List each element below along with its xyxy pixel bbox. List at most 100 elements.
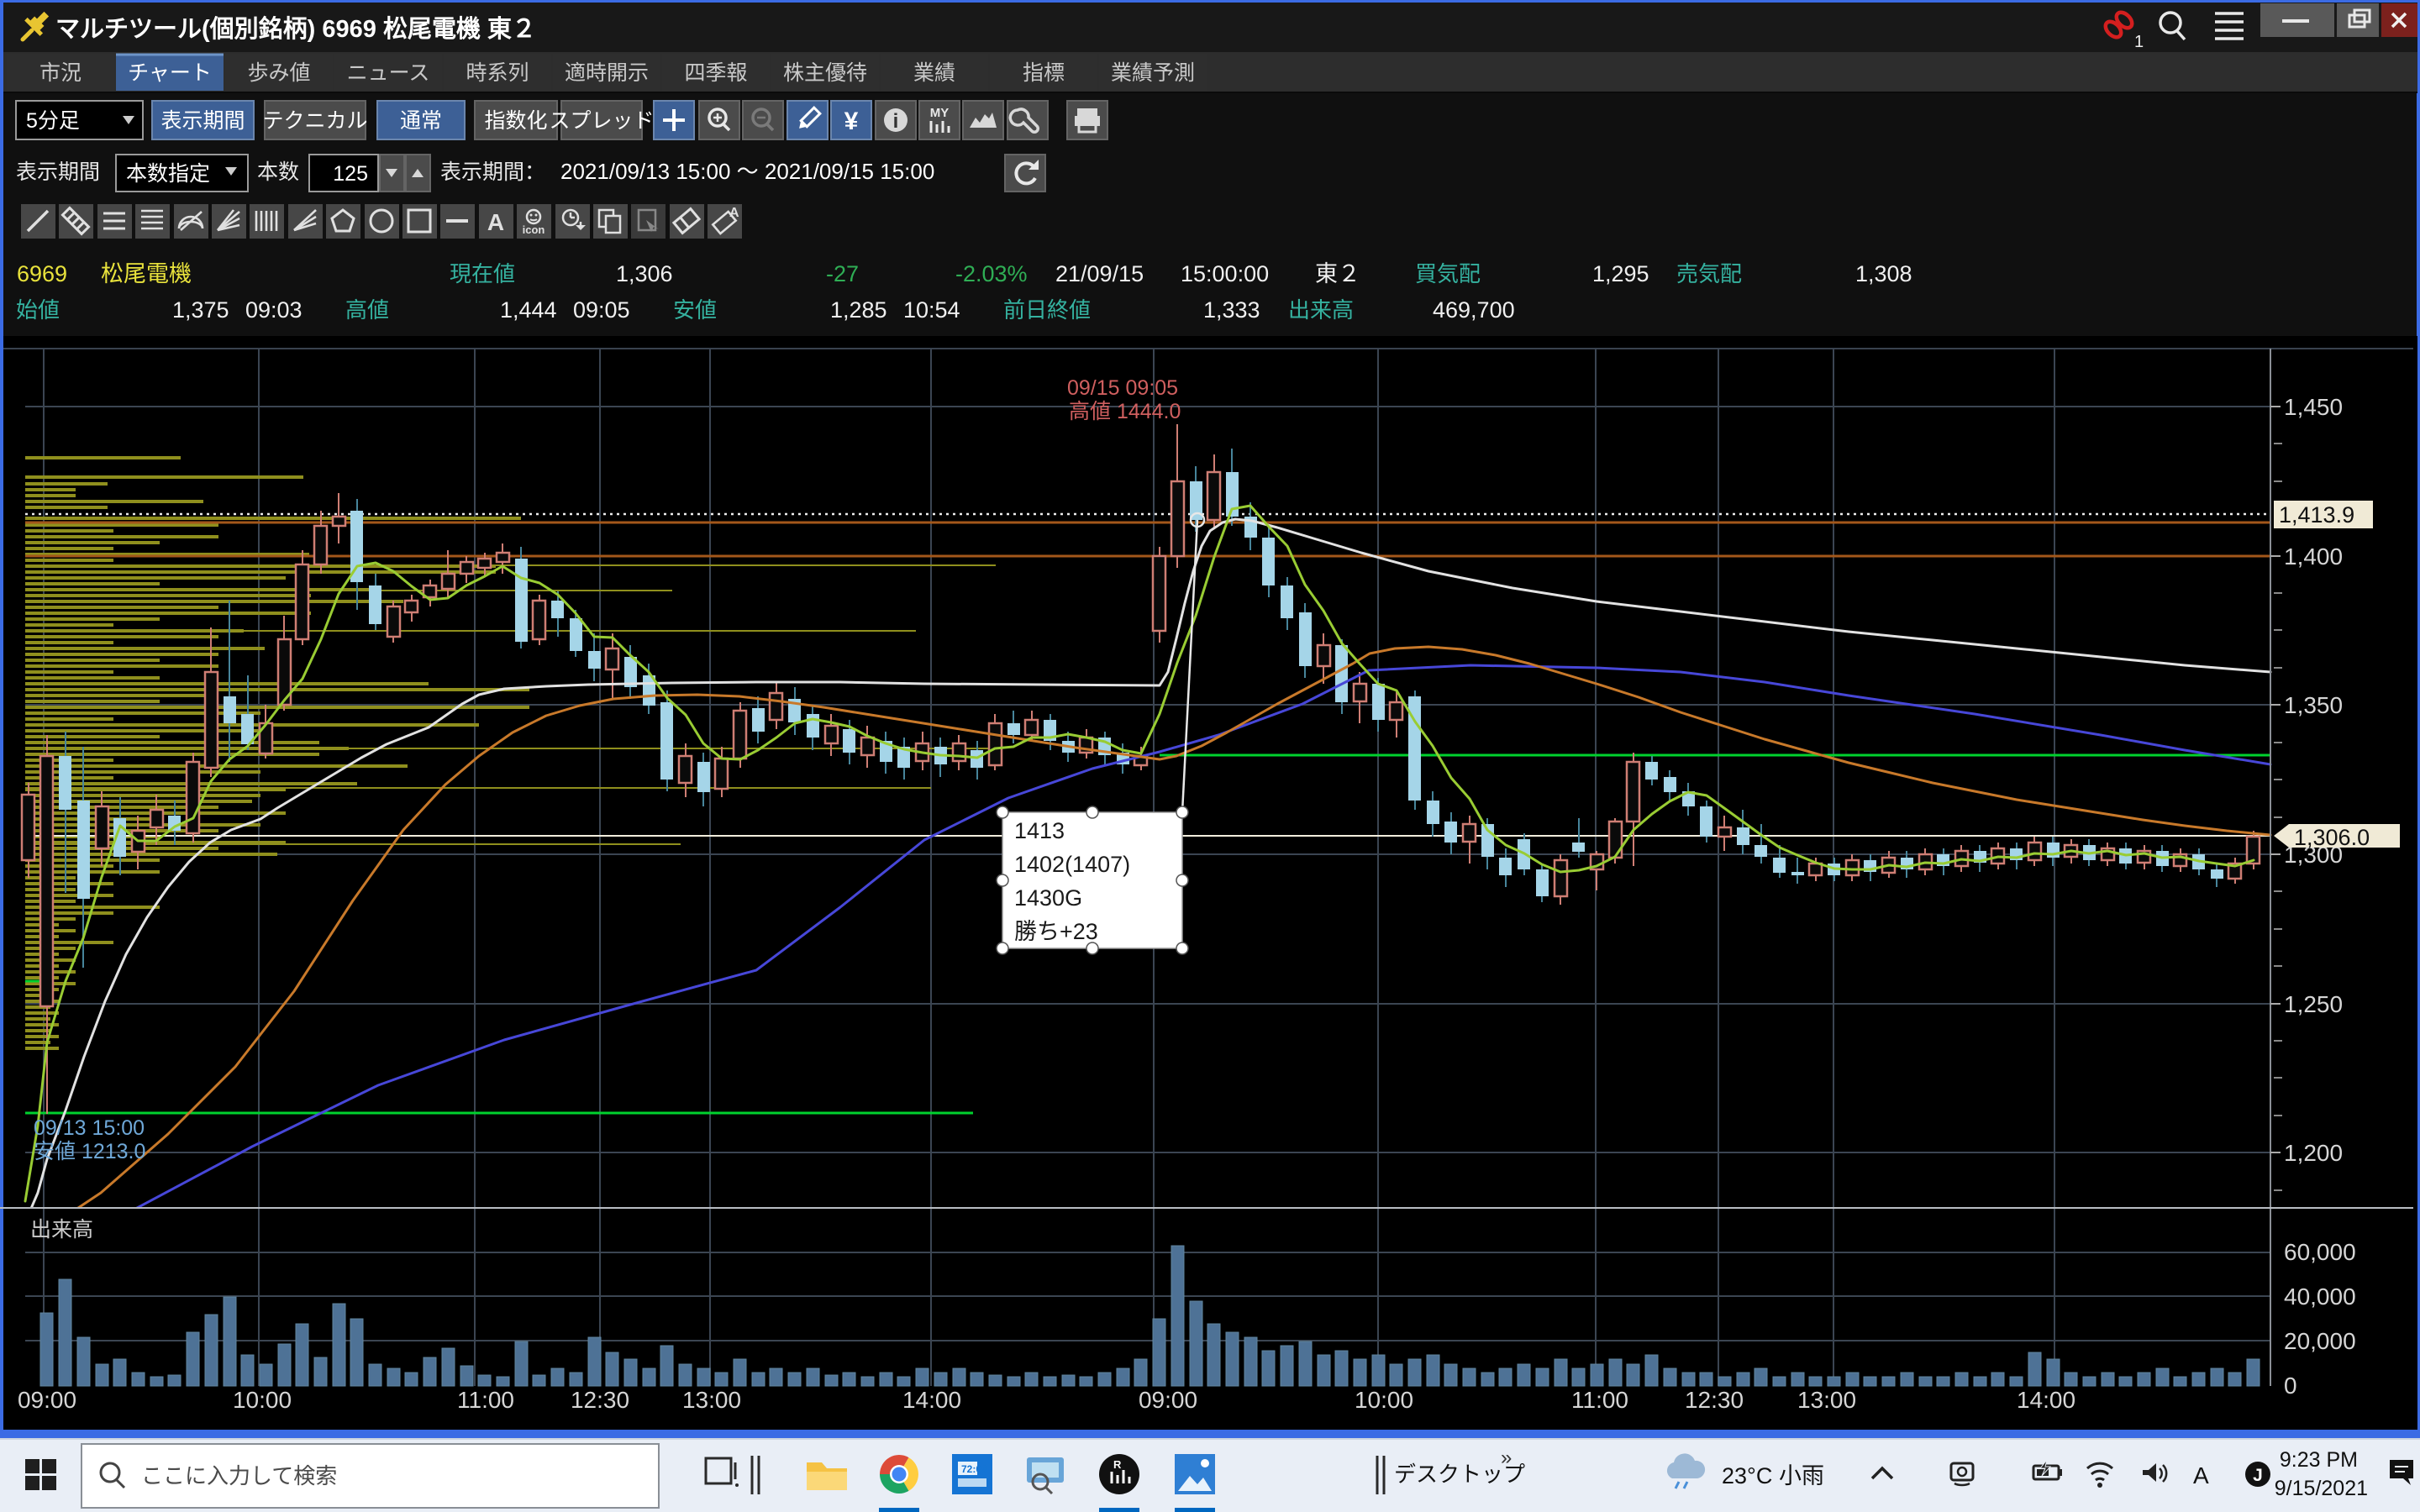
svg-text:125: 125 [333,162,368,186]
svg-text:20,000: 20,000 [2284,1328,2356,1354]
svg-text:1,413.9: 1,413.9 [2279,502,2354,528]
svg-text:1,306: 1,306 [616,261,673,286]
svg-text:安値 1213.0: 安値 1213.0 [34,1140,145,1163]
svg-text:売気配: 売気配 [1676,261,1742,286]
svg-text:高値 1444.0: 高値 1444.0 [1069,400,1181,423]
svg-text:1: 1 [2134,33,2144,51]
svg-text:10:00: 10:00 [233,1387,292,1413]
svg-text:四季報: 四季報 [684,61,747,85]
svg-text:13:00: 13:00 [682,1387,741,1413]
svg-text:2021/09/13 15:00 ～ 2021/09/15: 2021/09/13 15:00 ～ 2021/09/15 15:00 [560,159,934,184]
svg-text:i: i [893,110,899,133]
svg-text:A: A [729,206,739,220]
svg-text:出来高: 出来高 [30,1218,93,1242]
svg-text:10:00: 10:00 [1355,1387,1413,1413]
svg-text:469,700: 469,700 [1433,297,1515,323]
svg-text:市況: 市況 [39,61,82,85]
svg-text:9:23 PM: 9:23 PM [2280,1448,2358,1472]
svg-text:デスクトップ: デスクトップ [1394,1462,1525,1487]
svg-text:ここに入力して検索: ここに入力して検索 [141,1463,337,1488]
svg-text:A: A [2193,1462,2209,1488]
svg-text:MY: MY [930,106,950,120]
svg-text:1402(1407): 1402(1407) [1014,852,1130,877]
svg-text:時系列: 時系列 [466,61,529,85]
svg-text:14:00: 14:00 [902,1387,961,1413]
svg-text:J: J [2253,1466,2263,1485]
svg-text:09:00: 09:00 [1139,1387,1197,1413]
svg-text:前日終値: 前日終値 [1003,297,1091,323]
svg-text:60,000: 60,000 [2284,1239,2356,1265]
svg-text:¥: ¥ [844,108,859,135]
svg-text:5分足: 5分足 [26,109,80,133]
svg-text:スプレッド: スプレッド [549,109,654,133]
svg-text:テクニカル: テクニカル [262,109,367,133]
svg-text:表示期間: 表示期間 [16,160,100,184]
svg-text:1,450: 1,450 [2284,394,2343,420]
svg-text:業績予測: 業績予測 [1111,61,1195,85]
svg-text:歩み値: 歩み値 [247,61,310,85]
svg-text:11:00: 11:00 [1571,1387,1628,1413]
svg-text:9/15/2021: 9/15/2021 [2275,1477,2368,1500]
svg-text:»: » [1501,1446,1512,1469]
svg-text:チャート: チャート [128,61,212,85]
svg-text:1,295: 1,295 [1592,261,1649,286]
svg-text:09/13 15:00: 09/13 15:00 [34,1116,145,1140]
svg-text:高値: 高値 [345,297,389,323]
svg-text:1430G: 1430G [1014,885,1082,911]
svg-text:安値: 安値 [673,297,717,323]
svg-text:1,400: 1,400 [2284,543,2343,570]
svg-text:本数: 本数 [257,160,299,184]
svg-text:09/15 09:05: 09/15 09:05 [1067,376,1178,400]
svg-text:1,350: 1,350 [2284,692,2343,718]
svg-text:-27: -27 [826,261,859,286]
svg-text:1,200: 1,200 [2284,1140,2343,1166]
svg-text:マルチツール(個別銘柄) 6969 松尾電機 東２: マルチツール(個別銘柄) 6969 松尾電機 東２ [55,14,536,43]
svg-text:小雨: 小雨 [1779,1463,1824,1488]
svg-text:R: R [1113,1458,1122,1471]
svg-text:12:30: 12:30 [1685,1387,1744,1413]
svg-text:指標: 指標 [1023,61,1065,85]
svg-text:適時開示: 適時開示 [565,61,649,85]
svg-text:72:09: 72:09 [961,1463,987,1475]
svg-text:-2.03%: -2.03% [955,261,1028,286]
svg-text:11:00: 11:00 [457,1387,514,1413]
svg-text:A: A [487,209,504,235]
svg-text:23°C: 23°C [1722,1463,1772,1488]
svg-text:09:05: 09:05 [573,297,630,323]
svg-text:1,444: 1,444 [500,297,557,323]
svg-text:icon: icon [523,223,545,236]
svg-text:1,333: 1,333 [1203,297,1260,323]
svg-text:松尾電機: 松尾電機 [101,261,192,286]
svg-text:12:30: 12:30 [571,1387,629,1413]
svg-text:株主優待: 株主優待 [783,61,867,85]
svg-text:13:00: 13:00 [1797,1387,1856,1413]
svg-text:14:00: 14:00 [2017,1387,2075,1413]
svg-text:09:03: 09:03 [245,297,302,323]
svg-text:通常: 通常 [400,109,442,133]
svg-text:本数指定: 本数指定 [126,162,210,186]
svg-text:指数化: 指数化 [484,109,547,133]
svg-text:1,306.0: 1,306.0 [2294,825,2370,850]
svg-text:ニュース: ニュース [347,61,430,85]
svg-text:1,308: 1,308 [1855,261,1912,286]
svg-text:出来高: 出来高 [1288,297,1354,323]
svg-text:6969: 6969 [17,261,67,286]
svg-text:表示期間: 表示期間 [160,109,245,133]
svg-text:21/09/15: 21/09/15 [1055,261,1144,286]
svg-text:始値: 始値 [16,297,60,323]
svg-text:09:00: 09:00 [18,1387,76,1413]
svg-text:現在値: 現在値 [450,261,515,286]
svg-text:東２: 東２ [1315,261,1360,286]
svg-text:1,285: 1,285 [830,297,887,323]
svg-text:0: 0 [2284,1373,2297,1399]
svg-text:1,250: 1,250 [2284,991,2343,1017]
svg-text:買気配: 買気配 [1415,261,1481,286]
svg-text:40,000: 40,000 [2284,1284,2356,1310]
svg-text:表示期間：: 表示期間： [440,160,545,184]
svg-text:15:00:00: 15:00:00 [1181,261,1269,286]
svg-text:1413: 1413 [1014,818,1065,843]
svg-text:業績: 業績 [913,61,955,85]
svg-text:10:54: 10:54 [903,297,960,323]
svg-text:1,375: 1,375 [172,297,229,323]
svg-text:勝ち+23: 勝ち+23 [1014,919,1098,944]
